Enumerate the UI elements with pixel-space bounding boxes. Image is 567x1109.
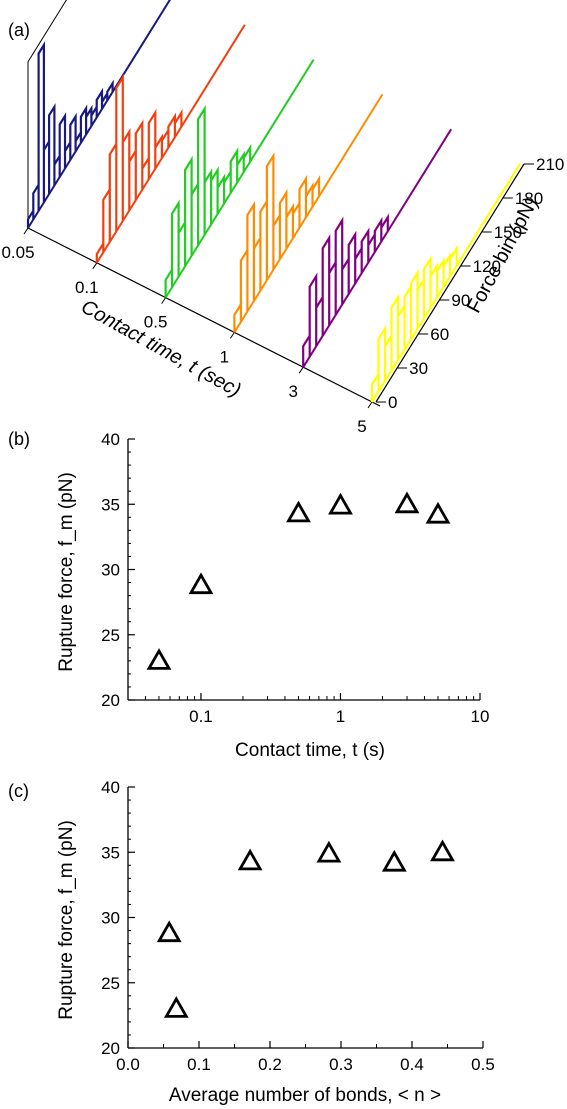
back-wall-top (27, 0, 67, 63)
time-tick-label: 5 (357, 417, 366, 436)
time-tick (367, 401, 373, 409)
force-tick-label: 120 (473, 257, 501, 276)
panel-c-ylabel: Rupture force, f_m (pN) (56, 820, 77, 1020)
data-point-triangle (286, 500, 311, 523)
histogram-baseline (371, 163, 521, 403)
y-tick-label: 40 (101, 430, 120, 449)
histogram-series (302, 128, 453, 368)
data-point-triangle (146, 648, 172, 670)
histogram-series (233, 93, 384, 333)
time-tick-label: 3 (288, 382, 297, 401)
data-point-triangle (394, 491, 420, 514)
time-tick-label: 0.1 (75, 278, 99, 297)
y-tick-label: 30 (101, 561, 120, 580)
histogram-bars (233, 152, 321, 333)
force-bin-axis-label: Force bin (pN) (463, 194, 542, 317)
panel-b-xlabel: Contact time, t (s) (235, 740, 385, 761)
histogram-bars (302, 213, 389, 368)
time-tick (298, 366, 304, 374)
time-tick-label: 0.5 (144, 313, 168, 332)
force-tick-label: 150 (494, 223, 522, 242)
y-tick-label: 25 (101, 626, 120, 645)
x-tick-label: 0.4 (400, 1055, 424, 1074)
data-point-triangle (430, 839, 455, 862)
data-point-triangle (381, 849, 407, 872)
data-point-triangle (188, 572, 214, 595)
panel-b-scatter: (b) 20 25 30 35 40 0.1 1 10 Contact time, t (s)… (8, 429, 489, 761)
time-tick (229, 332, 235, 339)
panel-c-label: (c) (8, 781, 29, 801)
x-tick-label: 0.2 (258, 1055, 282, 1074)
x-tick-label: 0.1 (189, 707, 213, 726)
panel-b-label: (b) (8, 429, 30, 449)
y-tick-label: 20 (101, 691, 120, 710)
histogram-series (370, 163, 521, 403)
data-point-triangle (328, 492, 353, 515)
data-point-triangle (316, 840, 342, 863)
y-tick-label: 25 (101, 974, 120, 993)
data-point-triangle (156, 920, 182, 943)
x-tick-label: 0.3 (329, 1055, 353, 1074)
panel-a-histograms (26, 0, 521, 403)
time-tick (161, 297, 167, 304)
x-tick-label: 0.0 (116, 1055, 140, 1074)
histogram-baseline (233, 93, 384, 333)
time-tick-label: 1 (220, 347, 229, 366)
histogram-bars (26, 41, 114, 228)
panel-c-plot: 20 25 30 35 40 0.0 0.1 0.2 0.3 0.4 0.5 (101, 778, 495, 1074)
force-tick-label: 0 (388, 393, 397, 412)
y-tick-label: 35 (101, 495, 120, 514)
x-tick-label: 0.5 (471, 1055, 495, 1074)
force-tick-label: 210 (536, 155, 564, 174)
histogram-series (164, 59, 315, 299)
x-tick-label: 10 (471, 707, 490, 726)
histogram-baseline (164, 59, 315, 299)
y-tick-label: 35 (101, 843, 120, 862)
y-tick-label: 20 (101, 1039, 120, 1058)
histogram-bars (164, 104, 252, 298)
force-tick-label: 60 (430, 325, 449, 344)
data-point-triangle (237, 848, 263, 871)
histogram-series (26, 0, 171, 229)
force-tick-label: 180 (515, 189, 543, 208)
x-tick-label: 0.1 (187, 1055, 211, 1074)
time-tick (92, 262, 98, 270)
force-tick-label: 90 (451, 291, 470, 310)
histogram-bars (370, 244, 458, 402)
panel-b-ylabel: Rupture force, f_m (pN) (56, 472, 77, 672)
time-tick (23, 227, 29, 235)
histogram-baseline (302, 128, 453, 368)
data-point-triangle (163, 996, 189, 1018)
x-tick-label: 1 (336, 707, 345, 726)
y-tick-label: 30 (101, 909, 120, 928)
panel-a-axes (23, 0, 534, 409)
histogram-series (95, 24, 246, 264)
data-point-triangle (425, 501, 451, 524)
contact-time-axis-line (27, 227, 381, 407)
panel-a-label: (a) (8, 20, 30, 40)
force-tick-label: 30 (409, 359, 428, 378)
panel-b-plot: 20 25 30 35 40 0.1 1 10 (101, 430, 489, 726)
time-tick-label: 0.05 (1, 243, 34, 262)
histogram-baseline (95, 24, 246, 264)
y-tick-label: 40 (101, 778, 120, 797)
force-axis-line (375, 163, 525, 403)
histogram-bars (95, 73, 183, 263)
panel-c-scatter: (c) 20 25 30 35 40 0.0 0.1 0.2 0.3 0.4 0.5 Average… (8, 778, 495, 1106)
panel-c-xlabel: Average number of bonds, < n > (169, 1085, 441, 1106)
